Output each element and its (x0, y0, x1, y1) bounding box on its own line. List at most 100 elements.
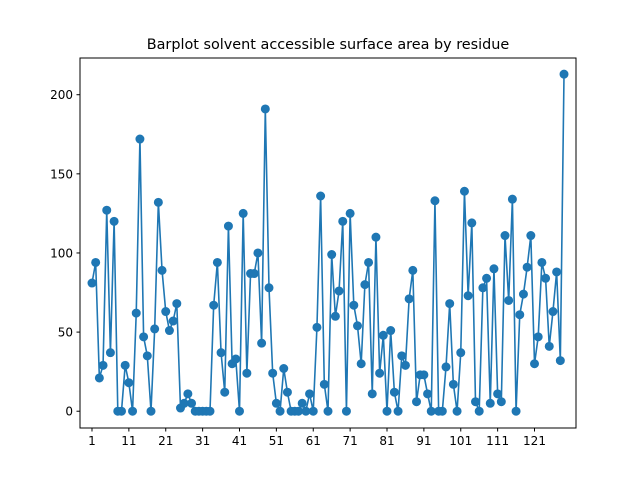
data-point (338, 216, 348, 226)
data-point (116, 406, 126, 416)
data-point (515, 310, 525, 320)
data-point (541, 273, 551, 283)
x-tick-label: 91 (416, 434, 431, 448)
data-point (375, 368, 385, 378)
data-point (91, 257, 101, 267)
data-point (305, 389, 315, 399)
data-point (530, 359, 540, 369)
data-point (518, 289, 528, 299)
data-point (482, 273, 492, 283)
data-point (423, 389, 433, 399)
data-point (124, 378, 134, 388)
data-point (367, 389, 377, 399)
data-point (209, 300, 219, 310)
data-point (493, 389, 503, 399)
data-point (238, 208, 248, 218)
y-tick-label: 50 (58, 326, 73, 340)
data-point (353, 321, 362, 331)
data-point (463, 291, 473, 301)
x-tick-label: 41 (232, 434, 247, 448)
data-point (146, 406, 156, 416)
x-tick-label: 31 (195, 434, 210, 448)
y-tick-label: 0 (65, 405, 73, 419)
data-point (437, 406, 447, 416)
data-point (109, 216, 119, 226)
data-point (242, 368, 252, 378)
data-point (142, 351, 152, 361)
data-point (445, 299, 455, 309)
data-point (430, 196, 440, 206)
data-point (489, 264, 499, 274)
data-point (234, 406, 244, 416)
x-tick-label: 71 (342, 434, 357, 448)
data-point (102, 205, 112, 215)
data-point (268, 368, 278, 378)
data-point (139, 332, 149, 342)
plot-area (87, 69, 569, 416)
data-point (471, 397, 481, 407)
x-tick-label: 61 (306, 434, 321, 448)
data-point (216, 348, 226, 358)
data-point (504, 295, 514, 305)
x-tick-label: 101 (449, 434, 472, 448)
data-point (128, 406, 138, 416)
data-point (419, 370, 429, 380)
data-point (526, 231, 536, 241)
data-point (179, 398, 189, 408)
data-point (552, 267, 562, 277)
data-point (205, 406, 215, 416)
data-point (459, 186, 469, 196)
y-tick-label: 200 (50, 88, 73, 102)
data-point (157, 265, 167, 275)
x-axis: 1 11 21 31 41 51 61 71 81 91 101 111 121 (88, 428, 546, 448)
data-point (212, 257, 222, 267)
data-point (275, 406, 285, 416)
data-point (183, 389, 193, 399)
data-point (161, 307, 171, 317)
data-point (496, 397, 506, 407)
x-tick-label: 111 (486, 434, 509, 448)
data-point (105, 348, 115, 358)
data-point (131, 308, 141, 318)
data-point (294, 406, 303, 416)
data-point (452, 406, 462, 416)
x-tick-label: 11 (121, 434, 136, 448)
data-point (474, 406, 484, 416)
data-point (507, 194, 517, 204)
data-point (397, 351, 407, 361)
data-point (408, 265, 418, 275)
data-point (260, 104, 270, 114)
data-point (522, 262, 532, 272)
data-point (150, 324, 160, 334)
data-point (349, 300, 359, 310)
data-point (164, 326, 174, 336)
data-point (345, 208, 355, 218)
data-point (412, 397, 422, 407)
data-point (533, 332, 543, 342)
data-point (485, 398, 495, 408)
data-point (223, 221, 233, 231)
data-point (478, 283, 488, 293)
data-point (386, 326, 396, 336)
data-point (282, 387, 292, 397)
data-point (220, 387, 230, 397)
data-point (500, 231, 510, 241)
data-point (264, 283, 274, 293)
data-point (98, 360, 108, 370)
data-point (249, 269, 259, 279)
y-tick-label: 100 (50, 246, 73, 260)
x-tick-label: 81 (379, 434, 394, 448)
data-point (330, 311, 340, 321)
data-point (301, 406, 311, 416)
data-point (312, 322, 322, 332)
data-point (378, 330, 388, 340)
data-point (544, 341, 554, 351)
data-point (456, 348, 466, 358)
data-point (297, 398, 307, 408)
data-point (257, 338, 267, 348)
data-point (371, 232, 381, 242)
data-point (360, 280, 370, 290)
data-point (168, 316, 178, 326)
data-point (364, 257, 374, 267)
